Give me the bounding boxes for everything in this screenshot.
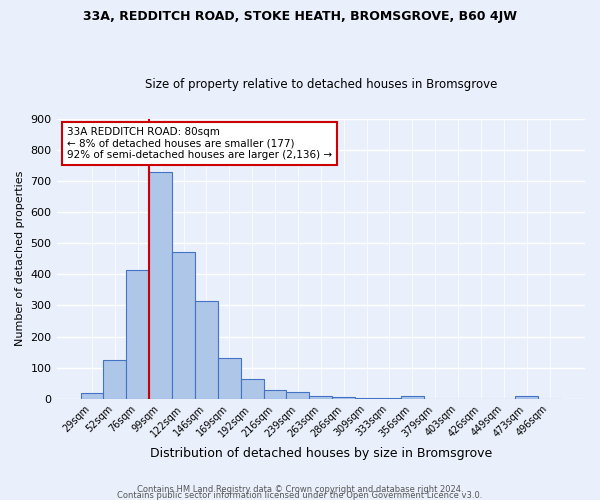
Bar <box>103 360 127 399</box>
Bar <box>401 396 424 399</box>
Bar <box>355 398 378 399</box>
Bar <box>127 270 149 399</box>
Bar <box>241 378 263 399</box>
Bar <box>286 392 310 399</box>
Text: 33A REDDITCH ROAD: 80sqm
← 8% of detached houses are smaller (177)
92% of semi-d: 33A REDDITCH ROAD: 80sqm ← 8% of detache… <box>67 127 332 160</box>
Title: Size of property relative to detached houses in Bromsgrove: Size of property relative to detached ho… <box>145 78 497 91</box>
Bar <box>195 301 218 399</box>
Bar <box>332 398 355 399</box>
Bar <box>172 252 195 399</box>
X-axis label: Distribution of detached houses by size in Bromsgrove: Distribution of detached houses by size … <box>149 447 492 460</box>
Bar <box>515 396 538 399</box>
Text: Contains public sector information licensed under the Open Government Licence v3: Contains public sector information licen… <box>118 491 482 500</box>
Text: Contains HM Land Registry data © Crown copyright and database right 2024.: Contains HM Land Registry data © Crown c… <box>137 484 463 494</box>
Bar <box>310 396 332 399</box>
Y-axis label: Number of detached properties: Number of detached properties <box>15 171 25 346</box>
Bar <box>263 390 286 399</box>
Bar <box>149 172 172 399</box>
Bar <box>378 398 401 399</box>
Bar <box>218 358 241 399</box>
Bar <box>80 394 103 399</box>
Text: 33A, REDDITCH ROAD, STOKE HEATH, BROMSGROVE, B60 4JW: 33A, REDDITCH ROAD, STOKE HEATH, BROMSGR… <box>83 10 517 23</box>
